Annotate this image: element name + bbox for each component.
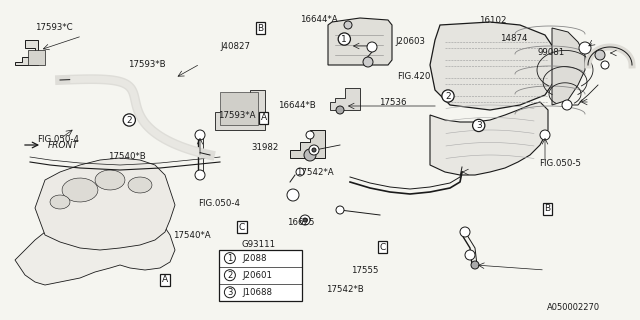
Polygon shape: [62, 178, 98, 202]
Polygon shape: [328, 18, 392, 65]
Text: 2: 2: [227, 271, 232, 280]
Circle shape: [300, 215, 310, 225]
Circle shape: [363, 57, 373, 67]
Text: FIG.050-4: FIG.050-4: [37, 135, 79, 144]
Circle shape: [309, 145, 319, 155]
Bar: [219, 250, 302, 301]
Text: 17542*A: 17542*A: [296, 168, 333, 177]
Circle shape: [579, 42, 591, 54]
Text: A050002270: A050002270: [547, 303, 600, 312]
Polygon shape: [35, 158, 175, 250]
Text: FIG.050-4: FIG.050-4: [198, 199, 241, 208]
Text: 1: 1: [227, 254, 232, 263]
Text: B: B: [257, 24, 264, 33]
Text: 3: 3: [476, 121, 481, 130]
Text: 17593*C: 17593*C: [35, 23, 73, 32]
Polygon shape: [95, 170, 125, 190]
Text: 16644*B: 16644*B: [278, 101, 316, 110]
Polygon shape: [552, 28, 585, 105]
Circle shape: [336, 106, 344, 114]
Text: 17540*B: 17540*B: [108, 152, 145, 161]
Circle shape: [601, 61, 609, 69]
Circle shape: [304, 149, 316, 161]
Text: 16625: 16625: [287, 218, 314, 227]
Text: 14874: 14874: [500, 34, 528, 43]
Polygon shape: [430, 102, 548, 175]
Circle shape: [562, 100, 572, 110]
Circle shape: [306, 131, 314, 139]
Circle shape: [540, 130, 550, 140]
Polygon shape: [15, 205, 175, 285]
Circle shape: [303, 218, 307, 222]
Text: 17536: 17536: [379, 98, 406, 107]
Circle shape: [195, 170, 205, 180]
Circle shape: [296, 168, 304, 176]
Polygon shape: [128, 177, 152, 193]
Circle shape: [344, 21, 352, 29]
Circle shape: [367, 42, 377, 52]
Circle shape: [312, 148, 316, 152]
Text: 17542*B: 17542*B: [326, 285, 364, 294]
Circle shape: [195, 130, 205, 140]
Text: FIG.050-5: FIG.050-5: [539, 159, 581, 168]
Text: J20601: J20601: [243, 271, 273, 280]
Text: J20603: J20603: [396, 37, 426, 46]
Text: J10688: J10688: [243, 288, 273, 297]
Text: A: A: [162, 276, 168, 284]
Text: G93111: G93111: [242, 240, 276, 249]
Text: J40827: J40827: [221, 42, 251, 51]
Polygon shape: [15, 40, 38, 65]
Text: 3: 3: [227, 288, 232, 297]
Text: FIG.420: FIG.420: [397, 72, 430, 81]
Text: 17540*A: 17540*A: [173, 231, 211, 240]
Polygon shape: [215, 90, 265, 130]
Text: C: C: [239, 223, 245, 232]
Text: 17593*A: 17593*A: [218, 111, 255, 120]
Circle shape: [460, 227, 470, 237]
Text: FRONT: FRONT: [48, 140, 79, 149]
Text: 2: 2: [127, 116, 132, 124]
Text: 1: 1: [342, 35, 347, 44]
Text: 16644*A: 16644*A: [300, 15, 337, 24]
Text: J2088: J2088: [243, 254, 268, 263]
Text: 17555: 17555: [351, 266, 378, 275]
Polygon shape: [220, 92, 258, 125]
Circle shape: [465, 250, 475, 260]
Polygon shape: [50, 195, 70, 209]
Text: 16102: 16102: [479, 16, 506, 25]
Text: C: C: [380, 243, 386, 252]
Circle shape: [287, 189, 299, 201]
Text: 17593*B: 17593*B: [128, 60, 166, 68]
Circle shape: [336, 206, 344, 214]
Text: 31982: 31982: [252, 143, 279, 152]
Text: 2: 2: [445, 92, 451, 100]
Polygon shape: [290, 130, 325, 158]
Circle shape: [595, 50, 605, 60]
Circle shape: [471, 261, 479, 269]
Text: 99081: 99081: [538, 48, 565, 57]
Polygon shape: [28, 50, 45, 65]
Polygon shape: [430, 22, 558, 110]
Text: B: B: [544, 204, 550, 213]
Text: A: A: [260, 113, 267, 122]
Polygon shape: [330, 88, 360, 110]
